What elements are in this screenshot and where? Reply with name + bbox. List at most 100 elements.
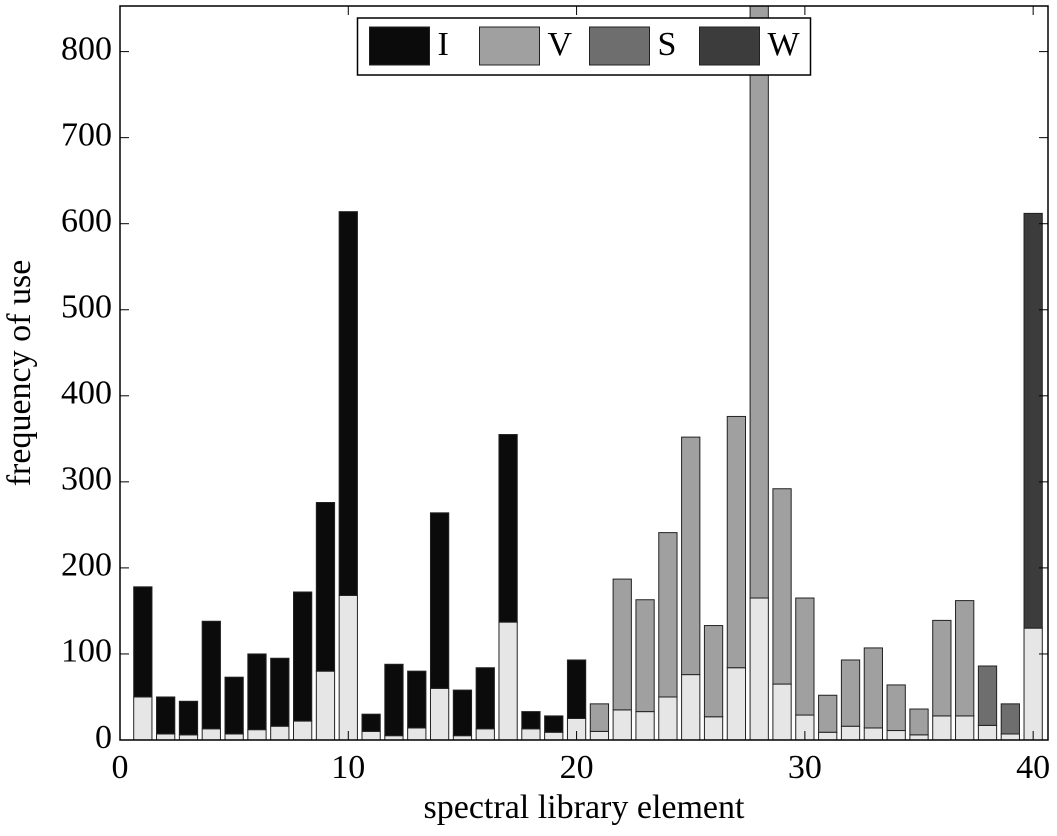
bar-segment [566,659,587,719]
bar-segment [407,727,427,740]
bar-segment [818,731,838,740]
bar-segment [703,716,724,740]
bar-segment [909,734,929,740]
legend-swatch [369,26,430,66]
bar-segment [133,586,153,698]
legend-label: W [768,26,801,63]
bar-segment [703,625,724,718]
legend-swatch [589,26,650,66]
bar-segment [521,711,541,730]
bar-segment [1023,212,1043,629]
bar-segment [886,730,906,740]
bar-segment [1000,703,1020,735]
bar-segment [932,619,952,717]
bar-segment [772,683,792,740]
bar-segment [247,729,267,740]
bar-segment [201,620,221,730]
bar-segment [612,709,632,740]
bar-segment [384,663,404,737]
bar-segment [270,657,290,727]
bar-segment [977,724,998,740]
bar-segment [749,597,769,740]
bar-segment [932,715,952,740]
bar-segment [886,684,906,732]
bar-segment [589,730,610,740]
legend-label: V [548,26,573,63]
bar-segment [498,434,518,623]
bar-segment [270,725,290,740]
bar-segment [681,674,701,740]
bar-segment [498,621,518,740]
bar-segment [840,725,861,740]
bar-segment [178,734,199,740]
bar-segment [429,512,450,689]
legend-label: S [658,26,677,63]
bar-segment [475,667,495,730]
bar-segment [863,727,883,740]
legend-label: I [438,26,449,63]
legend-swatch [699,26,760,66]
bar-segment [429,687,450,740]
plot-area [133,6,1043,740]
bar-segment [521,728,541,740]
y-tick-label: 600 [61,203,112,240]
x-tick-label: 40 [1016,749,1050,786]
bar-segment [544,715,564,733]
x-tick-label: 30 [788,749,822,786]
bar-segment [361,730,381,740]
bar-segment [475,728,495,740]
bar-segment [338,211,358,596]
y-axis-label: frequency of use [1,260,38,487]
x-tick-label: 10 [331,749,365,786]
bar-segment [955,715,975,740]
bar-segment [315,502,336,672]
y-tick-label: 500 [61,289,112,326]
bar-segment [658,696,678,740]
bar-segment [635,711,655,740]
bar-segment [201,728,221,740]
bar-segment [635,599,655,713]
bar-segment [795,597,815,716]
bar-segment [909,708,929,736]
bar-segment [293,720,313,740]
bar-segment [247,653,267,731]
bar-segment [589,703,610,732]
bar-segment [338,594,358,740]
bar-segment [681,436,701,676]
bar-segment [544,731,564,740]
bar-segment [224,676,244,735]
bar-segment [612,578,632,711]
x-axis-label: spectral library element [424,789,746,826]
bar-segment [315,670,336,740]
x-tick-label: 0 [112,749,129,786]
y-tick-label: 300 [61,461,112,498]
axes-frame [119,5,1049,741]
y-tick-label: 400 [61,375,112,412]
bar-segment [658,532,678,698]
y-tick-label: 0 [95,719,112,756]
y-tick-label: 800 [61,30,112,67]
bar-segment [178,700,199,736]
bar-segment [772,488,792,685]
bar-segment [407,670,427,729]
bar-segment [1000,733,1020,740]
legend-swatch [479,26,540,66]
y-tick-label: 200 [61,547,112,584]
bar-segment [293,591,313,722]
y-tick-label: 700 [61,116,112,153]
bar-segment [361,713,381,732]
bar-segment [133,696,153,740]
bar-segment [977,665,998,726]
bar-segment [156,733,176,740]
bar-segment [156,696,176,735]
bar-segment [749,6,769,599]
bar-segment [818,694,838,733]
bar-segment [1023,627,1043,740]
bar-segment [452,689,473,737]
bar-segment [726,415,747,669]
x-tick-label: 20 [560,749,594,786]
bar-segment [955,600,975,717]
bar-segment [224,733,244,740]
bar-segment [840,659,861,727]
